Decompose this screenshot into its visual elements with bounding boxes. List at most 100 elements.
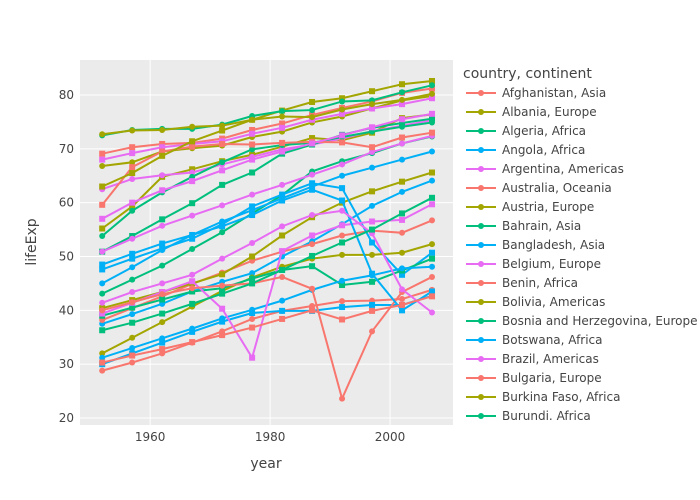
data-point	[279, 307, 286, 314]
data-point	[279, 297, 286, 304]
data-point	[219, 202, 226, 209]
data-point	[219, 290, 226, 297]
data-point	[219, 305, 226, 312]
data-point	[309, 114, 316, 121]
series-line	[101, 188, 433, 312]
series-line	[101, 150, 433, 285]
data-point	[429, 90, 436, 97]
data-point	[339, 304, 346, 311]
data-point	[309, 285, 316, 292]
data-point	[129, 164, 136, 171]
data-point	[279, 148, 286, 155]
data-point	[99, 354, 106, 361]
data-point	[129, 235, 136, 242]
data-point	[279, 315, 286, 322]
data-point	[339, 172, 346, 179]
legend[interactable]: Afghanistan, Asia Albania, Europe Algeria,…	[466, 86, 698, 423]
y-tick-label: 30	[59, 357, 74, 371]
legend-item[interactable]: Angola, Africa	[466, 143, 585, 157]
data-point	[399, 134, 406, 141]
data-point	[249, 240, 256, 247]
data-point	[279, 232, 286, 239]
data-point	[159, 144, 166, 151]
legend-item[interactable]: Brazil, Americas	[466, 352, 599, 366]
data-point	[129, 144, 136, 151]
data-point	[159, 280, 166, 287]
legend-item[interactable]: Albania, Europe	[466, 105, 597, 119]
data-point	[189, 288, 196, 295]
series-line	[101, 294, 433, 366]
data-point	[129, 170, 136, 177]
data-point	[219, 315, 226, 322]
data-point	[309, 307, 316, 314]
data-point	[339, 298, 346, 305]
data-point	[339, 239, 346, 246]
data-point	[159, 335, 166, 342]
legend-item[interactable]: Bangladesh, Asia	[466, 238, 605, 252]
data-point	[159, 346, 166, 353]
legend-item[interactable]: Burkina Faso, Africa	[466, 390, 620, 404]
data-point	[219, 255, 226, 262]
data-point	[339, 110, 346, 117]
data-point	[429, 148, 436, 155]
y-tick-label: 40	[59, 303, 74, 317]
data-point	[369, 328, 376, 335]
legend-marker	[478, 223, 484, 229]
series-line	[101, 288, 433, 372]
data-point	[249, 270, 256, 277]
data-point	[279, 273, 286, 280]
data-point	[429, 241, 436, 248]
legend-marker	[478, 166, 484, 172]
series	[99, 110, 436, 222]
data-point	[249, 306, 256, 313]
data-point	[339, 132, 346, 139]
data-point	[369, 188, 376, 195]
legend-item[interactable]: Botswana, Africa	[466, 333, 603, 347]
y-tick-label: 20	[59, 411, 74, 425]
legend-label: Bangladesh, Asia	[502, 238, 605, 252]
data-point	[99, 359, 106, 366]
legend-label: Bolivia, Americas	[502, 295, 605, 309]
legend-marker	[478, 147, 484, 153]
data-point	[399, 116, 406, 123]
legend-item[interactable]: Argentina, Americas	[466, 162, 624, 176]
series	[99, 119, 436, 240]
data-point	[249, 169, 256, 176]
data-point	[369, 278, 376, 285]
data-point	[339, 251, 346, 258]
data-point	[129, 334, 136, 341]
data-point	[249, 141, 256, 148]
legend-item[interactable]: Bolivia, Americas	[466, 295, 605, 309]
data-point	[129, 319, 136, 326]
legend-item[interactable]: Algeria, Africa	[466, 124, 586, 138]
legend-marker	[478, 128, 484, 134]
data-point	[99, 367, 106, 374]
data-point	[159, 148, 166, 155]
data-point	[339, 95, 346, 102]
data-point	[189, 328, 196, 335]
legend-item[interactable]: Bosnia and Herzegovina, Europe	[466, 314, 698, 328]
data-point	[399, 265, 406, 272]
data-point	[399, 301, 406, 308]
legend-item[interactable]: Australia, Oceania	[466, 181, 612, 195]
legend-item[interactable]: Bulgaria, Europe	[466, 371, 602, 385]
legend-item[interactable]: Afghanistan, Asia	[466, 86, 606, 100]
legend-item[interactable]: Austria, Europe	[466, 200, 594, 214]
data-point	[159, 310, 166, 317]
data-point	[159, 216, 166, 223]
legend-item[interactable]: Bahrain, Asia	[466, 219, 581, 233]
data-point	[399, 286, 406, 293]
data-point	[189, 285, 196, 292]
legend-item[interactable]: Belgium, Europe	[466, 257, 601, 271]
series-line	[101, 275, 433, 402]
data-point	[339, 161, 346, 168]
data-point	[399, 216, 406, 223]
series	[99, 129, 436, 208]
series	[99, 207, 436, 316]
legend-item[interactable]: Burundi. Africa	[466, 409, 591, 423]
data-point	[189, 123, 196, 130]
data-point	[129, 207, 136, 214]
data-point	[249, 207, 256, 214]
legend-item[interactable]: Benin, Africa	[466, 276, 578, 290]
